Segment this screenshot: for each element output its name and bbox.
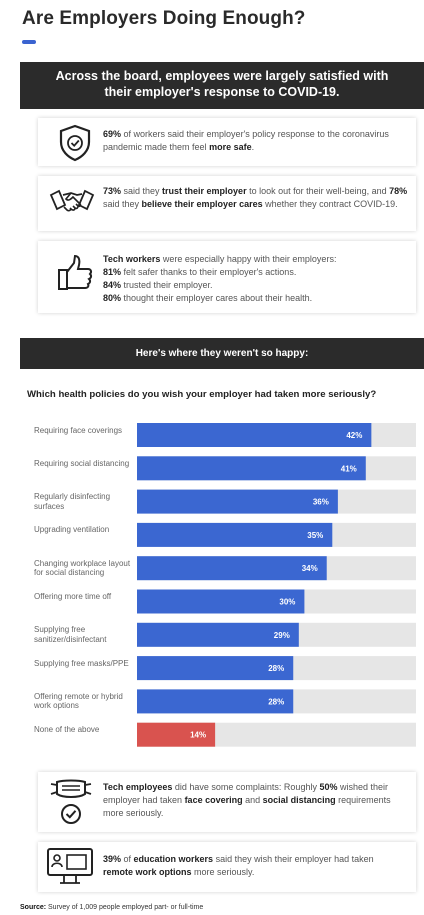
category-label: Requiring face coverings bbox=[34, 425, 123, 435]
bar-track bbox=[137, 456, 416, 481]
bar bbox=[137, 522, 333, 547]
trust-pct-1: 73% bbox=[103, 186, 122, 196]
category-label: Requiring social distancing bbox=[34, 458, 130, 468]
tech-l2: trusted their employer. bbox=[121, 280, 213, 290]
category-label: Supplying free sanitizer/disinfectant bbox=[34, 625, 107, 644]
shield-check-icon bbox=[59, 124, 91, 162]
c2-pct: 39% bbox=[103, 854, 122, 864]
c1-strong-2: face covering bbox=[184, 795, 243, 805]
bar-value-label: 42% bbox=[346, 431, 362, 440]
chart-question: Which health policies do you wish your e… bbox=[27, 389, 377, 400]
bar-track bbox=[137, 722, 416, 747]
bar-track bbox=[137, 656, 416, 681]
trust-pct-2: 78% bbox=[389, 186, 408, 196]
category-label: Changing workplace layout for social dis… bbox=[34, 558, 131, 578]
bar-value-label: 29% bbox=[274, 631, 290, 640]
bar-track bbox=[137, 423, 416, 447]
bar-value-label: 41% bbox=[341, 464, 357, 473]
tech-l2-pct: 84% bbox=[103, 280, 122, 290]
category-label: Supplying free masks/PPE bbox=[34, 658, 129, 668]
safe-pct: 69% bbox=[103, 129, 122, 139]
trust-strong-1: trust their employer bbox=[162, 186, 247, 196]
trust-text-2: to look out for their well-being, and bbox=[246, 186, 390, 196]
education-text: 39% of education workers said they wish … bbox=[103, 853, 403, 879]
source-text: Survey of 1,009 people employed part- or… bbox=[46, 904, 204, 911]
bar bbox=[137, 622, 299, 647]
c2-text-2: said they wish their employer had taken bbox=[213, 854, 374, 864]
category-label: Regularly disinfecting surfaces bbox=[34, 492, 111, 511]
tech-strong: Tech workers bbox=[103, 254, 161, 264]
bar bbox=[137, 456, 366, 481]
c2-strong-2: remote work options bbox=[103, 867, 192, 877]
trust-text-1: said they bbox=[121, 186, 163, 196]
bar-track bbox=[137, 589, 416, 614]
c1-text-3: and bbox=[242, 795, 263, 805]
c1-text-2: wished their employer had taken bbox=[103, 782, 388, 805]
title-accent-bar bbox=[22, 40, 36, 44]
tech-complaints-card: Tech employees did have some complaints:… bbox=[38, 772, 416, 832]
bar-value-label: 14% bbox=[190, 731, 206, 740]
bar bbox=[137, 656, 294, 681]
category-label: Offering more time off bbox=[34, 592, 112, 601]
bar bbox=[137, 689, 294, 714]
bar-track bbox=[137, 489, 416, 514]
education-card: 39% of education workers said they wish … bbox=[38, 842, 416, 892]
mask-check-icon bbox=[50, 779, 92, 824]
category-label: None of the above bbox=[34, 725, 100, 735]
bar bbox=[137, 722, 216, 747]
bar bbox=[137, 589, 305, 614]
bar-track bbox=[137, 689, 416, 714]
thumbs-up-icon bbox=[58, 254, 93, 290]
tech-l3: thought their employer cares about their… bbox=[121, 293, 313, 303]
safe-card: 69% of workers said their employer's pol… bbox=[38, 118, 416, 166]
c1-pct: 50% bbox=[319, 782, 338, 792]
tech-l1: felt safer thanks to their employer's ac… bbox=[121, 267, 297, 277]
safe-strong: more safe bbox=[209, 142, 252, 152]
bar-value-label: 30% bbox=[279, 598, 295, 607]
trust-card-text: 73% said they trust their employer to lo… bbox=[103, 185, 408, 211]
unhappy-banner: Here's where they weren't so happy: bbox=[20, 338, 424, 369]
trust-strong-2: believe their employer cares bbox=[141, 199, 263, 209]
bar-track bbox=[137, 522, 416, 547]
bar-value-label: 35% bbox=[307, 531, 323, 540]
bar-track bbox=[137, 622, 416, 647]
handshake-icon bbox=[49, 189, 95, 212]
tech-card-text: Tech workers were especially happy with … bbox=[103, 253, 408, 305]
tech-l1-pct: 81% bbox=[103, 267, 122, 277]
page-title: Are Employers Doing Enough? bbox=[22, 8, 306, 29]
c2-strong-1: education workers bbox=[133, 854, 214, 864]
c1-strong-1: Tech employees bbox=[103, 782, 173, 792]
bar bbox=[137, 556, 327, 581]
trust-card: 73% said they trust their employer to lo… bbox=[38, 176, 416, 231]
bar-value-label: 28% bbox=[268, 697, 284, 706]
c1-strong-3: social distancing bbox=[262, 795, 336, 805]
trust-text-4: whether they contract COVID-19. bbox=[262, 199, 398, 209]
source-note: Source: Survey of 1,009 people employed … bbox=[20, 904, 203, 911]
remote-work-icon bbox=[47, 848, 93, 884]
source-label: Source: bbox=[20, 904, 47, 911]
bar-value-label: 34% bbox=[302, 564, 318, 573]
intro-banner: Across the board, employees were largely… bbox=[20, 62, 424, 109]
category-label: Offering remote or hybrid work options bbox=[34, 691, 123, 711]
c1-text-1: did have some complaints: Roughly bbox=[172, 782, 320, 792]
bar-value-label: 28% bbox=[268, 664, 284, 673]
safe-card-text: 69% of workers said their employer's pol… bbox=[103, 128, 408, 154]
safe-text-2: . bbox=[251, 142, 255, 152]
tech-complaints-text: Tech employees did have some complaints:… bbox=[103, 781, 403, 820]
tech-text-1: were especially happy with their employe… bbox=[160, 254, 337, 264]
bar-value-label: 36% bbox=[313, 498, 329, 507]
category-label: Upgrading ventilation bbox=[34, 525, 110, 535]
trust-text-3: said they bbox=[103, 199, 142, 209]
tech-card: Tech workers were especially happy with … bbox=[38, 241, 416, 313]
bar bbox=[137, 423, 372, 447]
c1-text-4: requirements more seriously. bbox=[103, 795, 391, 818]
c2-text-3: more seriously. bbox=[191, 867, 255, 877]
tech-l3-pct: 80% bbox=[103, 293, 122, 303]
c2-text-1: of bbox=[121, 854, 134, 864]
bar bbox=[137, 489, 338, 514]
safe-text-1: of workers said their employer's policy … bbox=[103, 129, 389, 152]
bar-track bbox=[137, 556, 416, 581]
